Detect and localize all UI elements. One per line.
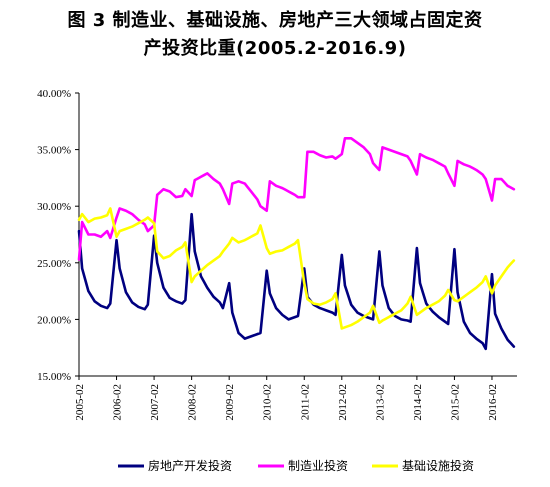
x-tick-label: 2009-02 — [224, 384, 236, 421]
x-tick-label: 2006-02 — [112, 384, 124, 421]
x-tick-label: 2008-02 — [187, 384, 199, 421]
legend-label: 基础设施投资 — [402, 458, 474, 473]
x-axis-tick-labels: 2005-02 2006-02 2007-02 2008-02 2009-02 2010-… — [74, 384, 499, 421]
series-line-1 — [77, 212, 516, 351]
chart-legend: 房地产开发投资 制造业投资 基础设施投资 — [118, 458, 474, 473]
y-tick-label: 40.00% — [37, 88, 71, 100]
legend-item-3: 基础设施投资 — [372, 458, 474, 473]
x-tick-label: 2013-02 — [374, 384, 386, 421]
legend-item-1: 房地产开发投资 — [118, 458, 232, 473]
x-tick-label: 2014-02 — [412, 384, 424, 421]
series-line-2 — [77, 136, 516, 261]
legend-item-2: 制造业投资 — [258, 458, 348, 473]
x-tick-label: 2016-02 — [487, 384, 499, 421]
y-tick-label: 20.00% — [37, 314, 71, 326]
chart-title-line-2: 产投资比重(2005.2-2016.9) — [143, 38, 407, 59]
x-tick-label: 2010-02 — [262, 384, 274, 421]
chart-axes — [75, 92, 517, 380]
series-lines — [77, 136, 516, 351]
x-tick-label: 2012-02 — [337, 384, 349, 421]
y-tick-label: 30.00% — [37, 201, 71, 213]
series-line-3 — [77, 207, 516, 330]
chart-title-line-1: 图 3 制造业、基础设施、房地产三大领域占固定资 — [67, 10, 483, 31]
x-tick-label: 2011-02 — [299, 384, 311, 420]
y-tick-label: 15.00% — [37, 371, 71, 383]
y-tick-label: 25.00% — [37, 258, 71, 270]
legend-label: 房地产开发投资 — [148, 458, 232, 473]
y-tick-label: 35.00% — [37, 145, 71, 157]
y-axis-tick-labels: 15.00% 20.00% 25.00% 30.00% 35.00% 40.00% — [37, 88, 71, 383]
x-tick-label: 2015-02 — [449, 384, 461, 421]
x-tick-label: 2005-02 — [74, 384, 86, 421]
legend-label: 制造业投资 — [288, 458, 348, 473]
x-tick-label: 2007-02 — [149, 384, 161, 421]
